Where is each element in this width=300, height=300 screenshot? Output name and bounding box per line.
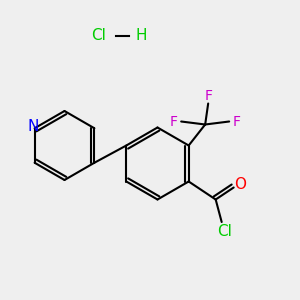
Text: Cl: Cl	[92, 28, 106, 44]
Text: F: F	[170, 115, 178, 128]
Text: H: H	[135, 28, 147, 44]
Text: O: O	[234, 177, 246, 192]
Text: Cl: Cl	[217, 224, 232, 238]
Text: F: F	[204, 89, 212, 103]
Text: F: F	[233, 115, 241, 128]
Text: N: N	[27, 119, 39, 134]
